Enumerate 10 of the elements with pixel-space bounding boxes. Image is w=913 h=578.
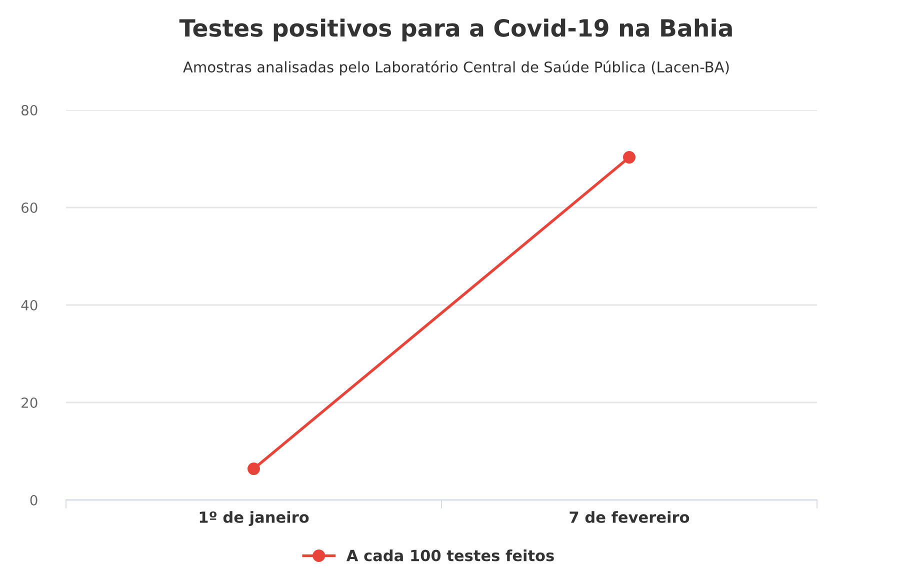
x-tick-label: 1º de janeiro xyxy=(200,511,309,526)
y-tick-label: 80 xyxy=(21,104,38,116)
y-tick-label: 40 xyxy=(21,300,38,310)
chart-subtitle: Amostras analisadas pelo Laboratório Central de Saúde Pública (Lacen-BA) xyxy=(183,60,729,76)
x-tick-label: 7 de fevereiro xyxy=(570,511,690,523)
y-tick-label: 0 xyxy=(30,494,38,506)
y-tick-label: 60 xyxy=(22,202,38,213)
y-tick-label: 20 xyxy=(22,397,38,408)
chart-title: Testes positivos para a Covid-19 na Bahia xyxy=(179,18,732,42)
legend-label: A cada 100 testes feitos xyxy=(346,549,554,562)
